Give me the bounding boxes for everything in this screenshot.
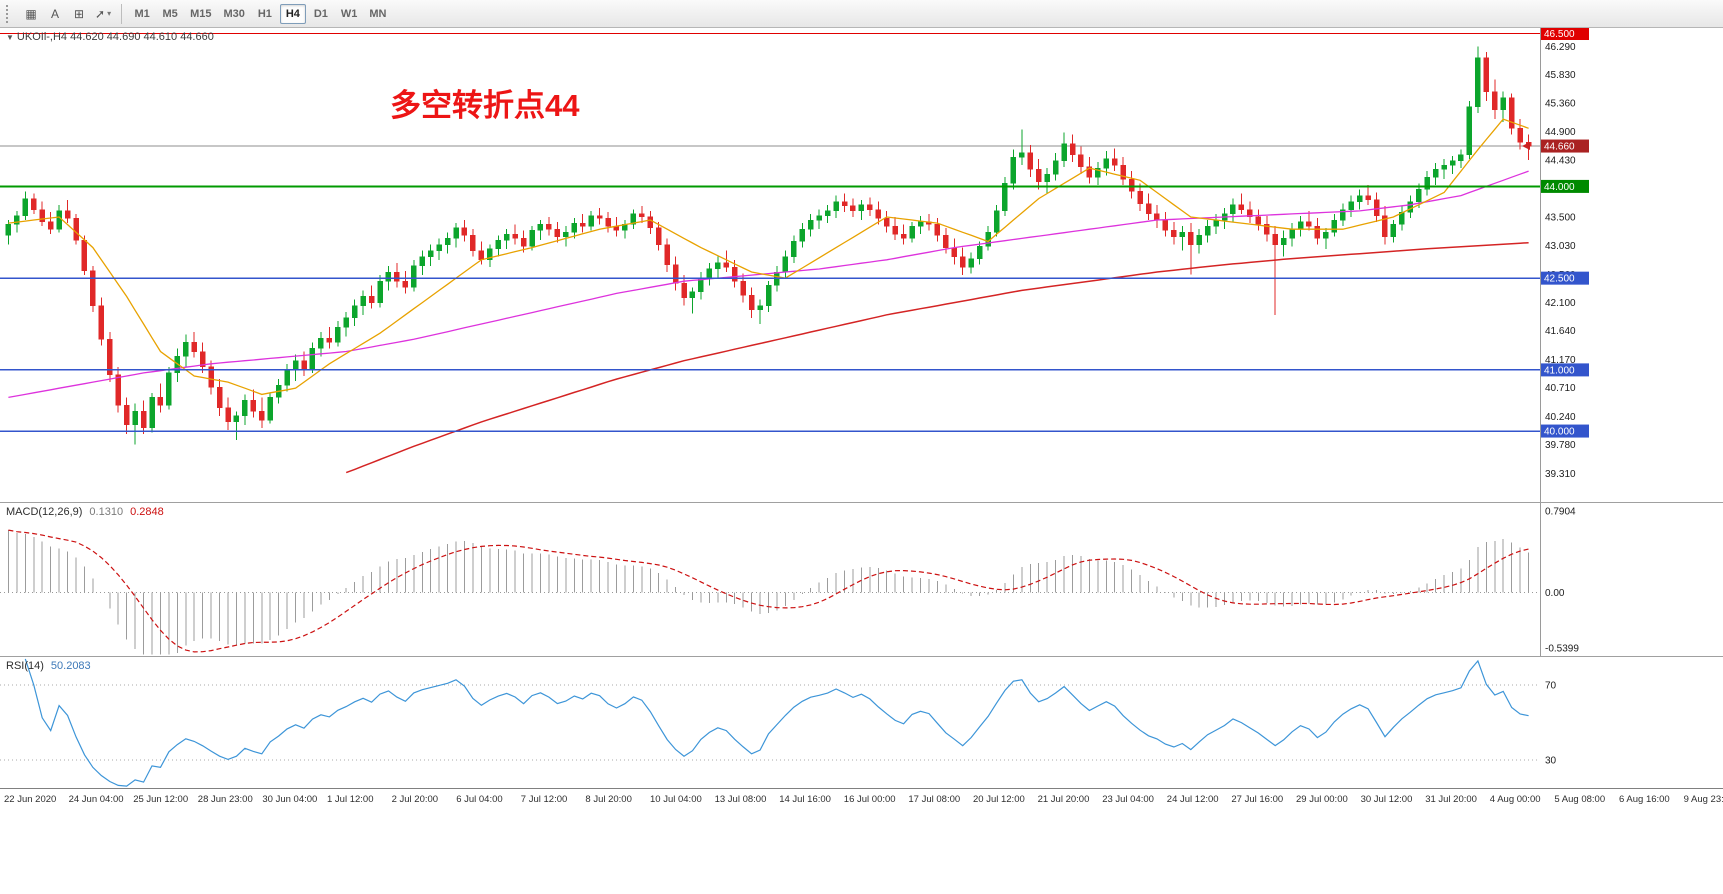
svg-text:44.000: 44.000: [1544, 182, 1575, 193]
svg-text:41.640: 41.640: [1545, 326, 1576, 337]
macd-title: MACD(12,26,9): [6, 506, 83, 518]
time-label: 24 Jun 04:00: [68, 794, 124, 805]
svg-text:44.430: 44.430: [1545, 156, 1576, 167]
macd-main-value: 0.1310: [89, 506, 124, 518]
timeframe-group: M1 M5 M15 M30 H1 H4 D1 W1 MN: [128, 3, 392, 24]
time-label: 30 Jun 04:00: [262, 794, 318, 805]
svg-text:41.170: 41.170: [1545, 355, 1576, 366]
time-label: 25 Jun 12:00: [133, 794, 189, 805]
time-label: 16 Jul 00:00: [843, 794, 896, 805]
time-label: 31 Jul 20:00: [1425, 794, 1477, 805]
time-label: 2 Jul 20:00: [391, 794, 439, 805]
timeframe-button-m1[interactable]: M1: [129, 4, 155, 24]
time-label: 1 Jul 12:00: [327, 794, 374, 805]
macd-panel: 0.7904 0.00 -0.5399 MACD(12,26,9) 0.1310 0.2…: [0, 502, 1723, 656]
svg-text:39.780: 39.780: [1545, 440, 1576, 451]
svg-text:44.900: 44.900: [1545, 127, 1576, 138]
time-label: 6 Jul 04:00: [456, 794, 503, 805]
text-tool-icon[interactable]: A: [43, 3, 67, 25]
main-chart-canvas[interactable]: 46.29045.83045.36044.90044.43043.96043.5…: [0, 28, 1723, 502]
chart-annotation-text: 多空转折点44: [390, 88, 580, 123]
rsi-title: RSI(14): [6, 660, 44, 672]
time-label: 9 Aug 23:00: [1683, 794, 1723, 805]
time-label: 29 Jul 00:00: [1296, 794, 1348, 805]
svg-text:45.360: 45.360: [1545, 99, 1576, 110]
timeframe-button-d1[interactable]: D1: [308, 4, 334, 24]
time-label: 20 Jul 12:00: [973, 794, 1025, 805]
macd-signal-value: 0.2848: [130, 506, 164, 518]
time-label: 17 Jul 08:00: [908, 794, 961, 805]
cursor-arrow-icon: ➚: [95, 6, 106, 21]
rsi-panel: 70 30 RSI(14) 50.2083: [0, 656, 1723, 788]
cursor-tool-icon[interactable]: ➚ ▾: [91, 3, 115, 25]
time-label: 10 Jul 04:00: [650, 794, 702, 805]
chevron-down-icon: ▾: [107, 9, 112, 18]
svg-text:43.500: 43.500: [1545, 212, 1576, 223]
time-label: 22 Jun 2020: [4, 794, 57, 805]
timeframe-button-m30[interactable]: M30: [218, 4, 249, 24]
chart-mode-icon[interactable]: ▦: [19, 3, 43, 25]
time-label: 24 Jul 12:00: [1166, 794, 1219, 805]
toolbar-drag-handle[interactable]: [6, 4, 13, 23]
timeframe-button-w1[interactable]: W1: [336, 4, 363, 24]
timeframe-button-h4[interactable]: H4: [279, 3, 306, 24]
toolbar-separator: [121, 3, 123, 24]
svg-text:0.00: 0.00: [1545, 588, 1565, 599]
svg-text:44.660: 44.660: [1544, 142, 1575, 153]
svg-text:41.000: 41.000: [1544, 365, 1575, 376]
rsi-header: RSI(14) 50.2083: [6, 660, 91, 672]
macd-header: MACD(12,26,9) 0.1310 0.2848: [6, 506, 164, 518]
svg-text:30: 30: [1545, 755, 1557, 766]
svg-text:40.000: 40.000: [1544, 427, 1575, 438]
timeframe-button-m5[interactable]: M5: [157, 4, 183, 24]
svg-text:39.310: 39.310: [1545, 469, 1576, 480]
rsi-canvas[interactable]: 70 30: [0, 657, 1723, 788]
svg-text:-0.5399: -0.5399: [1545, 643, 1579, 654]
svg-text:40.710: 40.710: [1545, 383, 1576, 394]
time-label: 21 Jul 20:00: [1037, 794, 1090, 805]
time-label: 27 Jul 16:00: [1231, 794, 1284, 805]
symbol-ohlc-text: UKOIl-,H4 44.620 44.690 44.610 44.660: [16, 31, 214, 43]
main-chart-panel: 46.29045.83045.36044.90044.43043.96043.5…: [0, 28, 1723, 502]
symbol-ohlc-line: ▼ UKOIl-,H4 44.620 44.690 44.610 44.660: [6, 31, 214, 43]
timeframe-button-mn[interactable]: MN: [364, 4, 391, 24]
svg-text:0.7904: 0.7904: [1545, 507, 1576, 518]
chart-window-icon[interactable]: ⊞: [67, 3, 91, 25]
time-label: 8 Jul 20:00: [585, 794, 632, 805]
time-label: 6 Aug 16:00: [1619, 794, 1670, 805]
time-label: 14 Jul 16:00: [779, 794, 831, 805]
svg-text:46.500: 46.500: [1544, 29, 1575, 40]
chart-marker-icon: ▼: [6, 33, 14, 42]
time-label: 28 Jun 23:00: [197, 794, 253, 805]
time-label: 5 Aug 08:00: [1554, 794, 1606, 805]
svg-text:42.100: 42.100: [1545, 298, 1576, 309]
timeframe-button-h1[interactable]: H1: [252, 4, 278, 24]
bottom-space: [0, 812, 1723, 894]
time-label: 4 Aug 00:00: [1489, 794, 1541, 805]
time-label: 30 Jul 12:00: [1360, 794, 1413, 805]
toolbar: ▦ A ⊞ ➚ ▾ M1 M5 M15 M30 H1 H4 D1 W1 MN: [0, 0, 1723, 28]
svg-text:46.290: 46.290: [1545, 42, 1576, 53]
timeframe-button-m15[interactable]: M15: [185, 4, 216, 24]
time-axis[interactable]: 22 Jun 2020 24 Jun 04:00 25 Jun 12:00 28 Ju…: [0, 788, 1723, 812]
time-label: 7 Jul 12:00: [520, 794, 568, 805]
time-label: 13 Jul 08:00: [714, 794, 767, 805]
svg-text:70: 70: [1545, 681, 1557, 692]
macd-canvas[interactable]: 0.7904 0.00 -0.5399: [0, 503, 1723, 656]
svg-text:42.500: 42.500: [1544, 274, 1575, 285]
rsi-value: 50.2083: [50, 660, 91, 672]
svg-text:43.030: 43.030: [1545, 241, 1576, 252]
time-label: 23 Jul 04:00: [1102, 794, 1154, 805]
svg-text:40.240: 40.240: [1545, 412, 1576, 423]
svg-text:45.830: 45.830: [1545, 70, 1576, 81]
